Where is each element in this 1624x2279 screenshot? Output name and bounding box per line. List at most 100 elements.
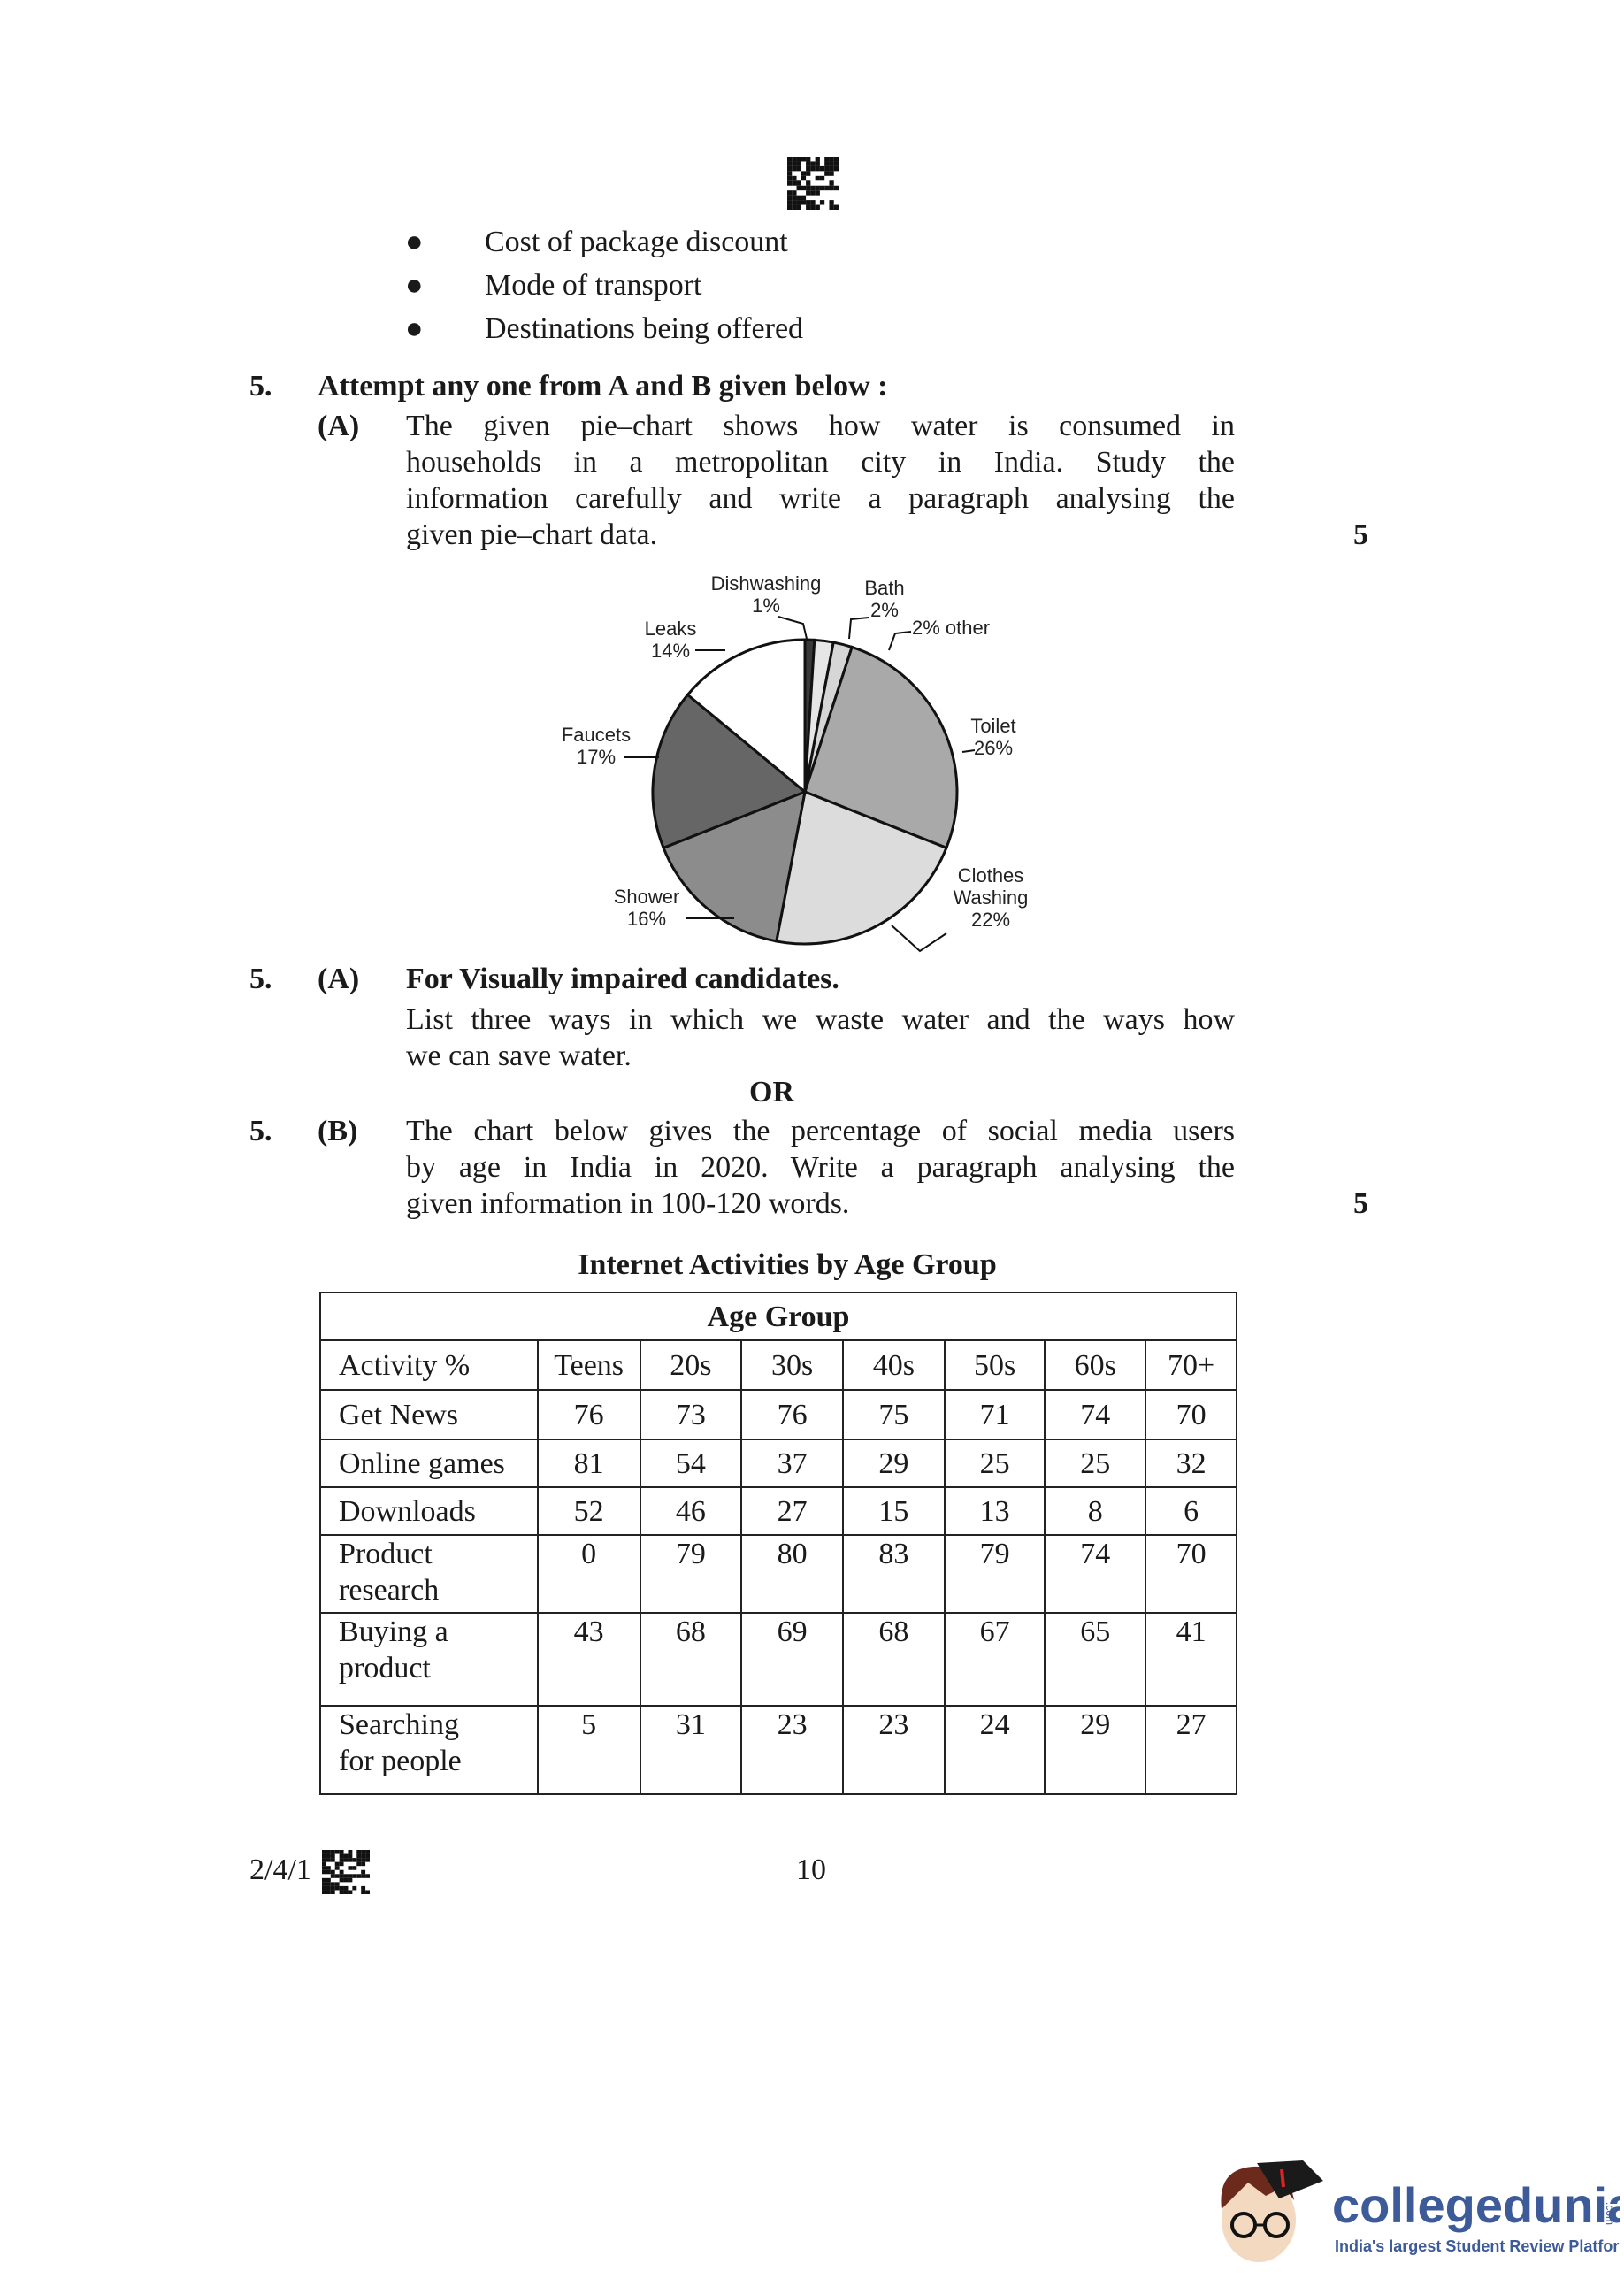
value-cell: 81 bbox=[536, 1439, 641, 1488]
pie-label-toilet: Toilet 26% bbox=[970, 715, 1016, 759]
pie-label-dishwashing: Dishwashing 1% bbox=[710, 572, 822, 617]
bullet-item: Cost of package discount bbox=[485, 226, 788, 258]
bullet-item: Mode of transport bbox=[485, 269, 702, 302]
value-cell: 46 bbox=[639, 1486, 743, 1536]
value-cell: 23 bbox=[740, 1705, 844, 1795]
column-header: 70+ bbox=[1145, 1339, 1237, 1391]
leader-line bbox=[848, 617, 869, 640]
value-cell: 5 bbox=[536, 1705, 641, 1795]
value-cell: 73 bbox=[639, 1389, 743, 1440]
value-cell: 52 bbox=[536, 1486, 641, 1536]
vi-line: List three ways in which we waste water … bbox=[406, 1003, 1235, 1036]
pie-slice-clothes-washing bbox=[775, 789, 948, 946]
value-cell: 25 bbox=[943, 1439, 1046, 1488]
pie-label-shower: Shower 16% bbox=[613, 886, 680, 930]
value-cell: 6 bbox=[1145, 1486, 1237, 1536]
value-cell: 70 bbox=[1145, 1534, 1237, 1614]
value-cell: 43 bbox=[536, 1612, 641, 1707]
logo-tagline: India's largest Student Review Platform bbox=[1335, 2237, 1620, 2255]
value-cell: 29 bbox=[841, 1439, 946, 1488]
value-cell: 79 bbox=[943, 1534, 1046, 1614]
pie-slice-shower bbox=[662, 789, 807, 943]
value-cell: 68 bbox=[639, 1612, 743, 1707]
table-title: Internet Activities by Age Group bbox=[578, 1248, 997, 1281]
value-cell: 27 bbox=[1145, 1705, 1237, 1795]
b-line: given information in 100-120 words. bbox=[406, 1187, 850, 1220]
pie-label-bath: Bath 2% bbox=[864, 577, 905, 621]
part-a-line: households in a metropolitan city in Ind… bbox=[406, 446, 1235, 479]
vi-number: 5. bbox=[249, 963, 272, 995]
collegedunia-logo: collegedunia .com India's largest Studen… bbox=[1204, 2147, 1624, 2267]
vi-heading: For Visually impaired candidates. bbox=[406, 963, 839, 995]
part-a-label: (A) bbox=[318, 410, 360, 442]
b-label: (B) bbox=[318, 1115, 358, 1147]
b-marks: 5 bbox=[1353, 1187, 1368, 1220]
table-row: Downloads 52 46 27 15 13 8 6 bbox=[319, 1486, 1237, 1536]
value-cell: 41 bbox=[1145, 1612, 1237, 1707]
pie-label-leaks: Leaks 14% bbox=[644, 618, 697, 662]
activity-cell: Product research bbox=[319, 1534, 539, 1614]
value-cell: 83 bbox=[841, 1534, 946, 1614]
paper-code: 2/4/1 bbox=[249, 1853, 311, 1886]
logo-wordmark: collegedunia bbox=[1332, 2177, 1620, 2233]
value-cell: 80 bbox=[740, 1534, 844, 1614]
leader-line bbox=[891, 925, 947, 953]
marks: 5 bbox=[1353, 518, 1368, 551]
value-cell: 65 bbox=[1044, 1612, 1147, 1707]
activity-cell: Buying a product bbox=[319, 1612, 539, 1707]
column-header: 40s bbox=[841, 1339, 946, 1391]
pie-chart bbox=[624, 616, 976, 953]
page-number: 10 bbox=[796, 1853, 826, 1886]
value-cell: 70 bbox=[1145, 1389, 1237, 1440]
column-header: 20s bbox=[639, 1339, 743, 1391]
value-cell: 29 bbox=[1044, 1705, 1147, 1795]
column-header: 60s bbox=[1044, 1339, 1147, 1391]
value-cell: 74 bbox=[1044, 1389, 1147, 1440]
group-header: Age Group bbox=[319, 1292, 1237, 1341]
value-cell: 31 bbox=[639, 1705, 743, 1795]
activity-cell: Searching for people bbox=[319, 1705, 539, 1795]
pie-label-clothes-washing: Clothes Washing 22% bbox=[953, 864, 1029, 931]
pie-label-faucets: Faucets 17% bbox=[561, 724, 632, 768]
part-a-line: information carefully and write a paragr… bbox=[406, 482, 1235, 515]
qr-code-footer bbox=[322, 1850, 370, 1894]
activity-cell: Online games bbox=[319, 1439, 539, 1488]
value-cell: 76 bbox=[740, 1389, 844, 1440]
b-line: by age in India in 2020. Write a paragra… bbox=[406, 1151, 1235, 1184]
b-line: The chart below gives the percentage of … bbox=[406, 1115, 1235, 1147]
pie-slice-toilet bbox=[803, 645, 959, 850]
value-cell: 27 bbox=[740, 1486, 844, 1536]
value-cell: 71 bbox=[943, 1389, 1046, 1440]
question-heading: Attempt any one from A and B given below… bbox=[318, 370, 888, 403]
column-header: Teens bbox=[536, 1339, 641, 1391]
value-cell: 13 bbox=[943, 1486, 1046, 1536]
value-cell: 75 bbox=[841, 1389, 946, 1440]
pie-slice-leaks bbox=[686, 638, 807, 795]
qr-code-top bbox=[787, 157, 839, 210]
value-cell: 67 bbox=[943, 1612, 1046, 1707]
b-number: 5. bbox=[249, 1115, 272, 1147]
data-table: Age Group Activity % Teens 20s 30s 40s 50s 60s… bbox=[319, 1292, 1237, 1795]
leader-line bbox=[778, 616, 808, 640]
value-cell: 74 bbox=[1044, 1534, 1147, 1614]
leader-line bbox=[961, 749, 976, 753]
value-cell: 37 bbox=[740, 1439, 844, 1488]
table-row: Buying a product 43 68 69 68 67 65 41 bbox=[319, 1612, 1237, 1707]
value-cell: 15 bbox=[841, 1486, 946, 1536]
part-a-line: The given pie–chart shows how water is c… bbox=[406, 410, 1235, 442]
value-cell: 23 bbox=[841, 1705, 946, 1795]
leader-line bbox=[888, 631, 912, 651]
value-cell: 68 bbox=[841, 1612, 946, 1707]
column-header: Activity % bbox=[319, 1339, 539, 1391]
bullet-item: Destinations being offered bbox=[485, 312, 804, 345]
table-row: Online games 81 54 37 29 25 25 32 bbox=[319, 1439, 1237, 1488]
column-header: 50s bbox=[943, 1339, 1046, 1391]
value-cell: 69 bbox=[740, 1612, 844, 1707]
value-cell: 8 bbox=[1044, 1486, 1147, 1536]
vi-line: we can save water. bbox=[406, 1040, 632, 1072]
table-row: Get News 76 73 76 75 71 74 70 bbox=[319, 1389, 1237, 1440]
svg-text:.com: .com bbox=[1604, 2202, 1616, 2225]
value-cell: 76 bbox=[536, 1389, 641, 1440]
column-header: 30s bbox=[740, 1339, 844, 1391]
mascot-icon: collegedunia .com India's largest Studen… bbox=[1221, 2160, 1624, 2262]
